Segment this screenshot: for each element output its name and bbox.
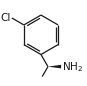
Text: Cl: Cl <box>1 13 11 23</box>
Text: NH$_2$: NH$_2$ <box>62 60 83 74</box>
Polygon shape <box>48 65 61 68</box>
